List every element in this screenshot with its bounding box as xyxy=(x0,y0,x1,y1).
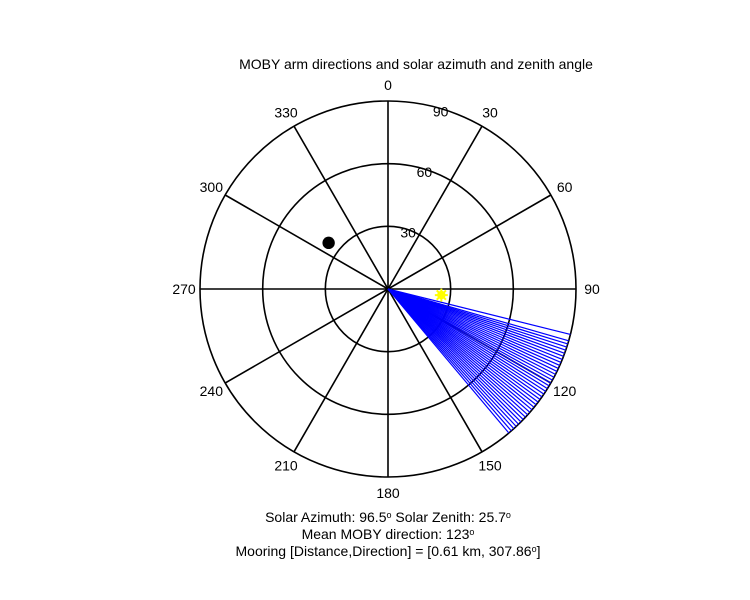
ring-90 xyxy=(199,100,577,478)
radial-tick-label: 60 xyxy=(417,164,433,180)
info-line: Mean MOBY direction: 123o xyxy=(302,526,475,542)
info-text: Mooring [Distance,Direction] = [0.61 km,… xyxy=(236,543,532,559)
angle-tick-label: 300 xyxy=(200,179,224,195)
spoke-210 xyxy=(293,288,389,453)
markers xyxy=(322,236,448,302)
sun-marker xyxy=(434,288,448,302)
radial-tick-label: 30 xyxy=(400,224,416,240)
info-text: ] xyxy=(537,543,541,559)
ring-60 xyxy=(261,162,515,416)
angle-tick-label: 270 xyxy=(172,281,196,297)
angle-tick-label: 150 xyxy=(478,458,502,474)
angle-tick-label: 210 xyxy=(274,458,298,474)
info-line: Mooring [Distance,Direction] = [0.61 km,… xyxy=(236,543,541,559)
info-line: Solar Azimuth: 96.5o Solar Zenith: 25.7o xyxy=(265,509,511,525)
degree-symbol: o xyxy=(532,544,537,554)
info-text: Solar Zenith: 25.7 xyxy=(392,509,507,525)
spoke-300 xyxy=(224,194,389,290)
spoke-60 xyxy=(387,194,552,290)
spoke-30 xyxy=(387,125,483,290)
ring-30 xyxy=(324,225,452,353)
info-text: Solar Azimuth: 96.5 xyxy=(265,509,387,525)
info-text: Mean MOBY direction: 123 xyxy=(302,526,470,542)
angle-tick-label: 60 xyxy=(557,179,573,195)
moby-arm-line xyxy=(387,288,510,434)
sun-dot xyxy=(437,290,446,300)
angle-tick-label: 120 xyxy=(553,383,577,399)
angle-tick-label: 240 xyxy=(200,383,224,399)
spoke-240 xyxy=(224,288,389,384)
degree-symbol: o xyxy=(506,510,511,520)
degree-symbol: o xyxy=(386,510,391,520)
moby-arm-line xyxy=(387,288,571,336)
moby-arm-lines xyxy=(387,288,571,434)
radial-tick-labels: 30 60 90 xyxy=(400,103,448,240)
chart-title: MOBY arm directions and solar azimuth an… xyxy=(239,56,593,72)
angle-tick-label: 180 xyxy=(376,485,400,501)
angle-tick-labels: 0 30 60 90 120 150 180 210 240 270 300 330 xyxy=(172,77,600,501)
angle-tick-label: 30 xyxy=(482,104,498,120)
spoke-330 xyxy=(293,125,389,290)
mooring-marker xyxy=(322,236,335,250)
degree-symbol: o xyxy=(469,527,474,537)
angle-tick-label: 90 xyxy=(584,281,600,297)
radial-tick-label: 90 xyxy=(433,103,449,119)
angle-tick-label: 330 xyxy=(274,104,298,120)
info-text: Solar Azimuth: 96.5o Solar Zenith: 25.7o… xyxy=(236,509,541,559)
angle-tick-label: 0 xyxy=(384,77,392,93)
spoke-150 xyxy=(387,288,483,453)
